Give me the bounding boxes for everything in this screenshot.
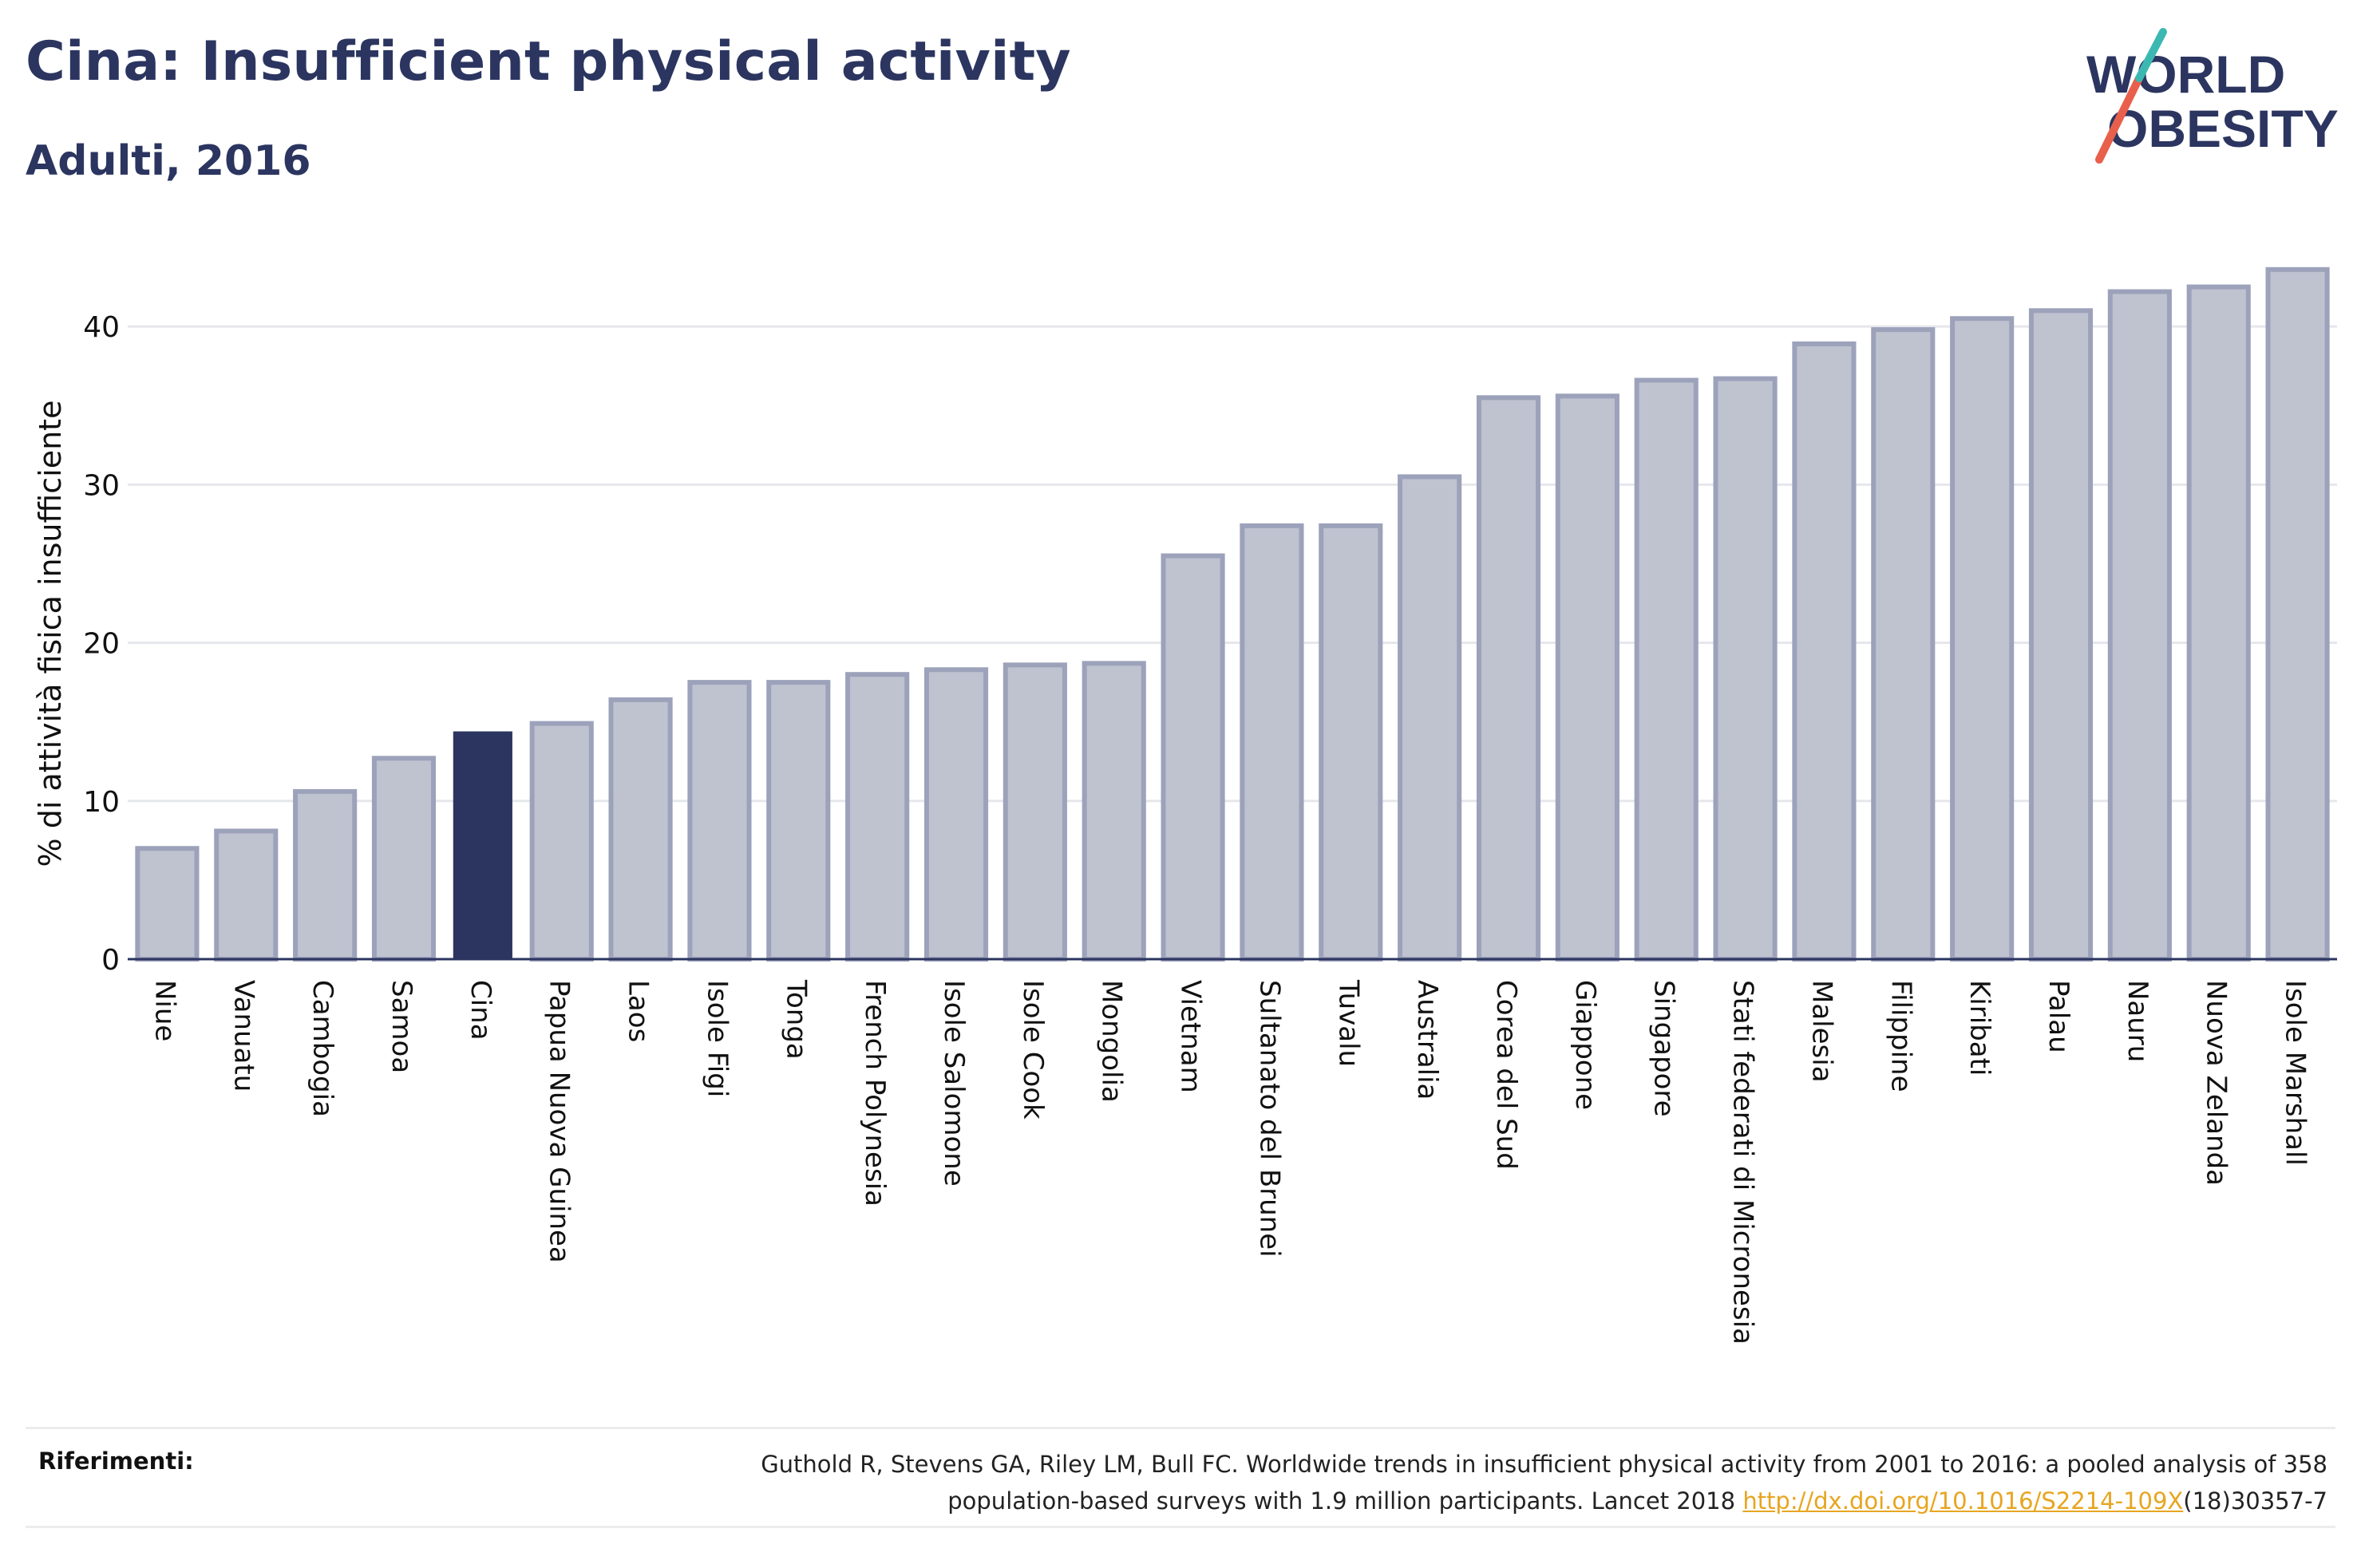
x-tick-label: Filippine [1884,980,1916,1092]
chart-title: Cina: Insufficient physical activity [26,30,1071,93]
x-tick-label: Nauru [2122,980,2153,1062]
bar-vanuatu [214,828,279,962]
logo-slash-red [2095,74,2143,164]
x-tick-labels: Niue Vanuatu Cambogia Samoa Cina Papua Nuova … [148,979,2311,1345]
bar-chart: 0 10 20 30 40 Niue Vanuatu Cambogia Samoa Cina Pa… [33,267,2337,1345]
bar-french-polynesia [845,672,910,962]
bar-malesia [1792,341,1857,962]
bar-isole-salomone [923,667,989,962]
bar-cambogia [293,788,358,962]
logo-line1: WORLD [2086,45,2285,104]
x-tick-label: Vietnam [1175,980,1207,1093]
x-tick-label: Cambogia [306,980,338,1117]
x-tick-label: Tonga [780,979,812,1060]
x-tick-label: Nuova Zelanda [2201,980,2232,1186]
references-text: Guthold R, Stevens GA, Riley LM, Bull FC… [571,1446,2327,1519]
x-tick-label: Malesia [1805,980,1837,1083]
y-tick-label: 30 [83,469,120,502]
bar-tonga [766,680,831,962]
bar-giappone [1555,393,1619,962]
bar-cina [453,731,512,959]
bar-isole-cook [1003,662,1067,962]
x-tick-label: Stati federati di Micronesia [1727,980,1759,1345]
y-tick-label: 20 [83,628,120,661]
bar-laos [608,697,673,962]
bar-sultanato-del-brunei [1240,523,1304,962]
references-bottom-rule [26,1526,2335,1528]
bar-vietnam [1161,553,1225,962]
x-tick-label: Australia [1411,980,1443,1100]
x-tick-label: Isole Cook [1017,980,1049,1120]
y-axis-label: % di attività fisica insufficiente [33,401,68,867]
bar-tuvalu [1319,523,1383,962]
bars [135,267,2330,962]
bar-isole-marshall [2265,267,2330,962]
references-line1: Guthold R, Stevens GA, Riley LM, Bull FC… [761,1451,2327,1478]
bar-corea-del-sud [1476,395,1541,962]
x-tick-label: Tuvalu [1332,979,1364,1067]
chart-subtitle: Adulti, 2016 [26,137,311,185]
x-tick-label: Niue [148,980,180,1041]
x-tick-label: Papua Nuova Guinea [544,980,575,1263]
x-tick-label: Sultanato del Brunei [1253,980,1285,1258]
x-tick-label: Isole Figi [701,980,733,1097]
x-tick-label: French Polynesia [859,980,891,1207]
references-line2-end: (18)30357-7 [2183,1487,2327,1515]
x-tick-label: Samoa [386,980,417,1073]
bar-palau [2028,308,2094,962]
bar-nauru [2107,289,2172,962]
logo-line2: OBESITY [2107,99,2339,158]
y-tick-label: 0 [101,944,120,977]
bar-niue [135,846,200,962]
bar-australia [1398,474,1462,962]
references-doi-link[interactable]: http://dx.doi.org/10.1016/S2214-109X [1742,1487,2184,1515]
bar-filippine [1871,327,1936,962]
x-tick-label: Isole Salomone [938,980,970,1187]
bar-papua-nuova-guinea [529,721,594,962]
x-tick-label: Singapore [1648,980,1680,1117]
bar-nuova-zelanda [2186,284,2251,962]
x-tick-label: Giappone [1569,980,1601,1110]
x-tick-label: Isole Marshall [2280,980,2312,1166]
y-tick-label: 10 [83,786,120,819]
y-tick-labels: 0 10 20 30 40 [83,311,120,977]
bar-kiribati [1950,316,2015,962]
x-tick-label: Palau [2043,980,2074,1053]
x-tick-label: Mongolia [1096,980,1128,1103]
x-tick-label: Laos [623,980,655,1042]
x-tick-label: Corea del Sud [1490,980,1522,1170]
bar-singapore [1634,377,1699,962]
bar-stati-federati-di-micronesia [1713,376,1778,962]
x-tick-label: Cina [465,980,496,1041]
world-obesity-logo: WORLD OBESITY [2086,28,2339,164]
references-top-rule [26,1427,2335,1429]
bar-mongolia [1082,661,1146,962]
bar-samoa [371,756,437,962]
y-tick-label: 40 [83,311,120,344]
logo-slash-teal [2135,28,2167,82]
references-line2: population-based surveys with 1.9 millio… [947,1487,1743,1515]
bar-isole-figi [687,680,752,962]
references-label: Riferimenti: [38,1448,194,1475]
x-tick-label: Kiribati [1964,980,1995,1076]
x-tick-label: Vanuatu [227,980,259,1092]
